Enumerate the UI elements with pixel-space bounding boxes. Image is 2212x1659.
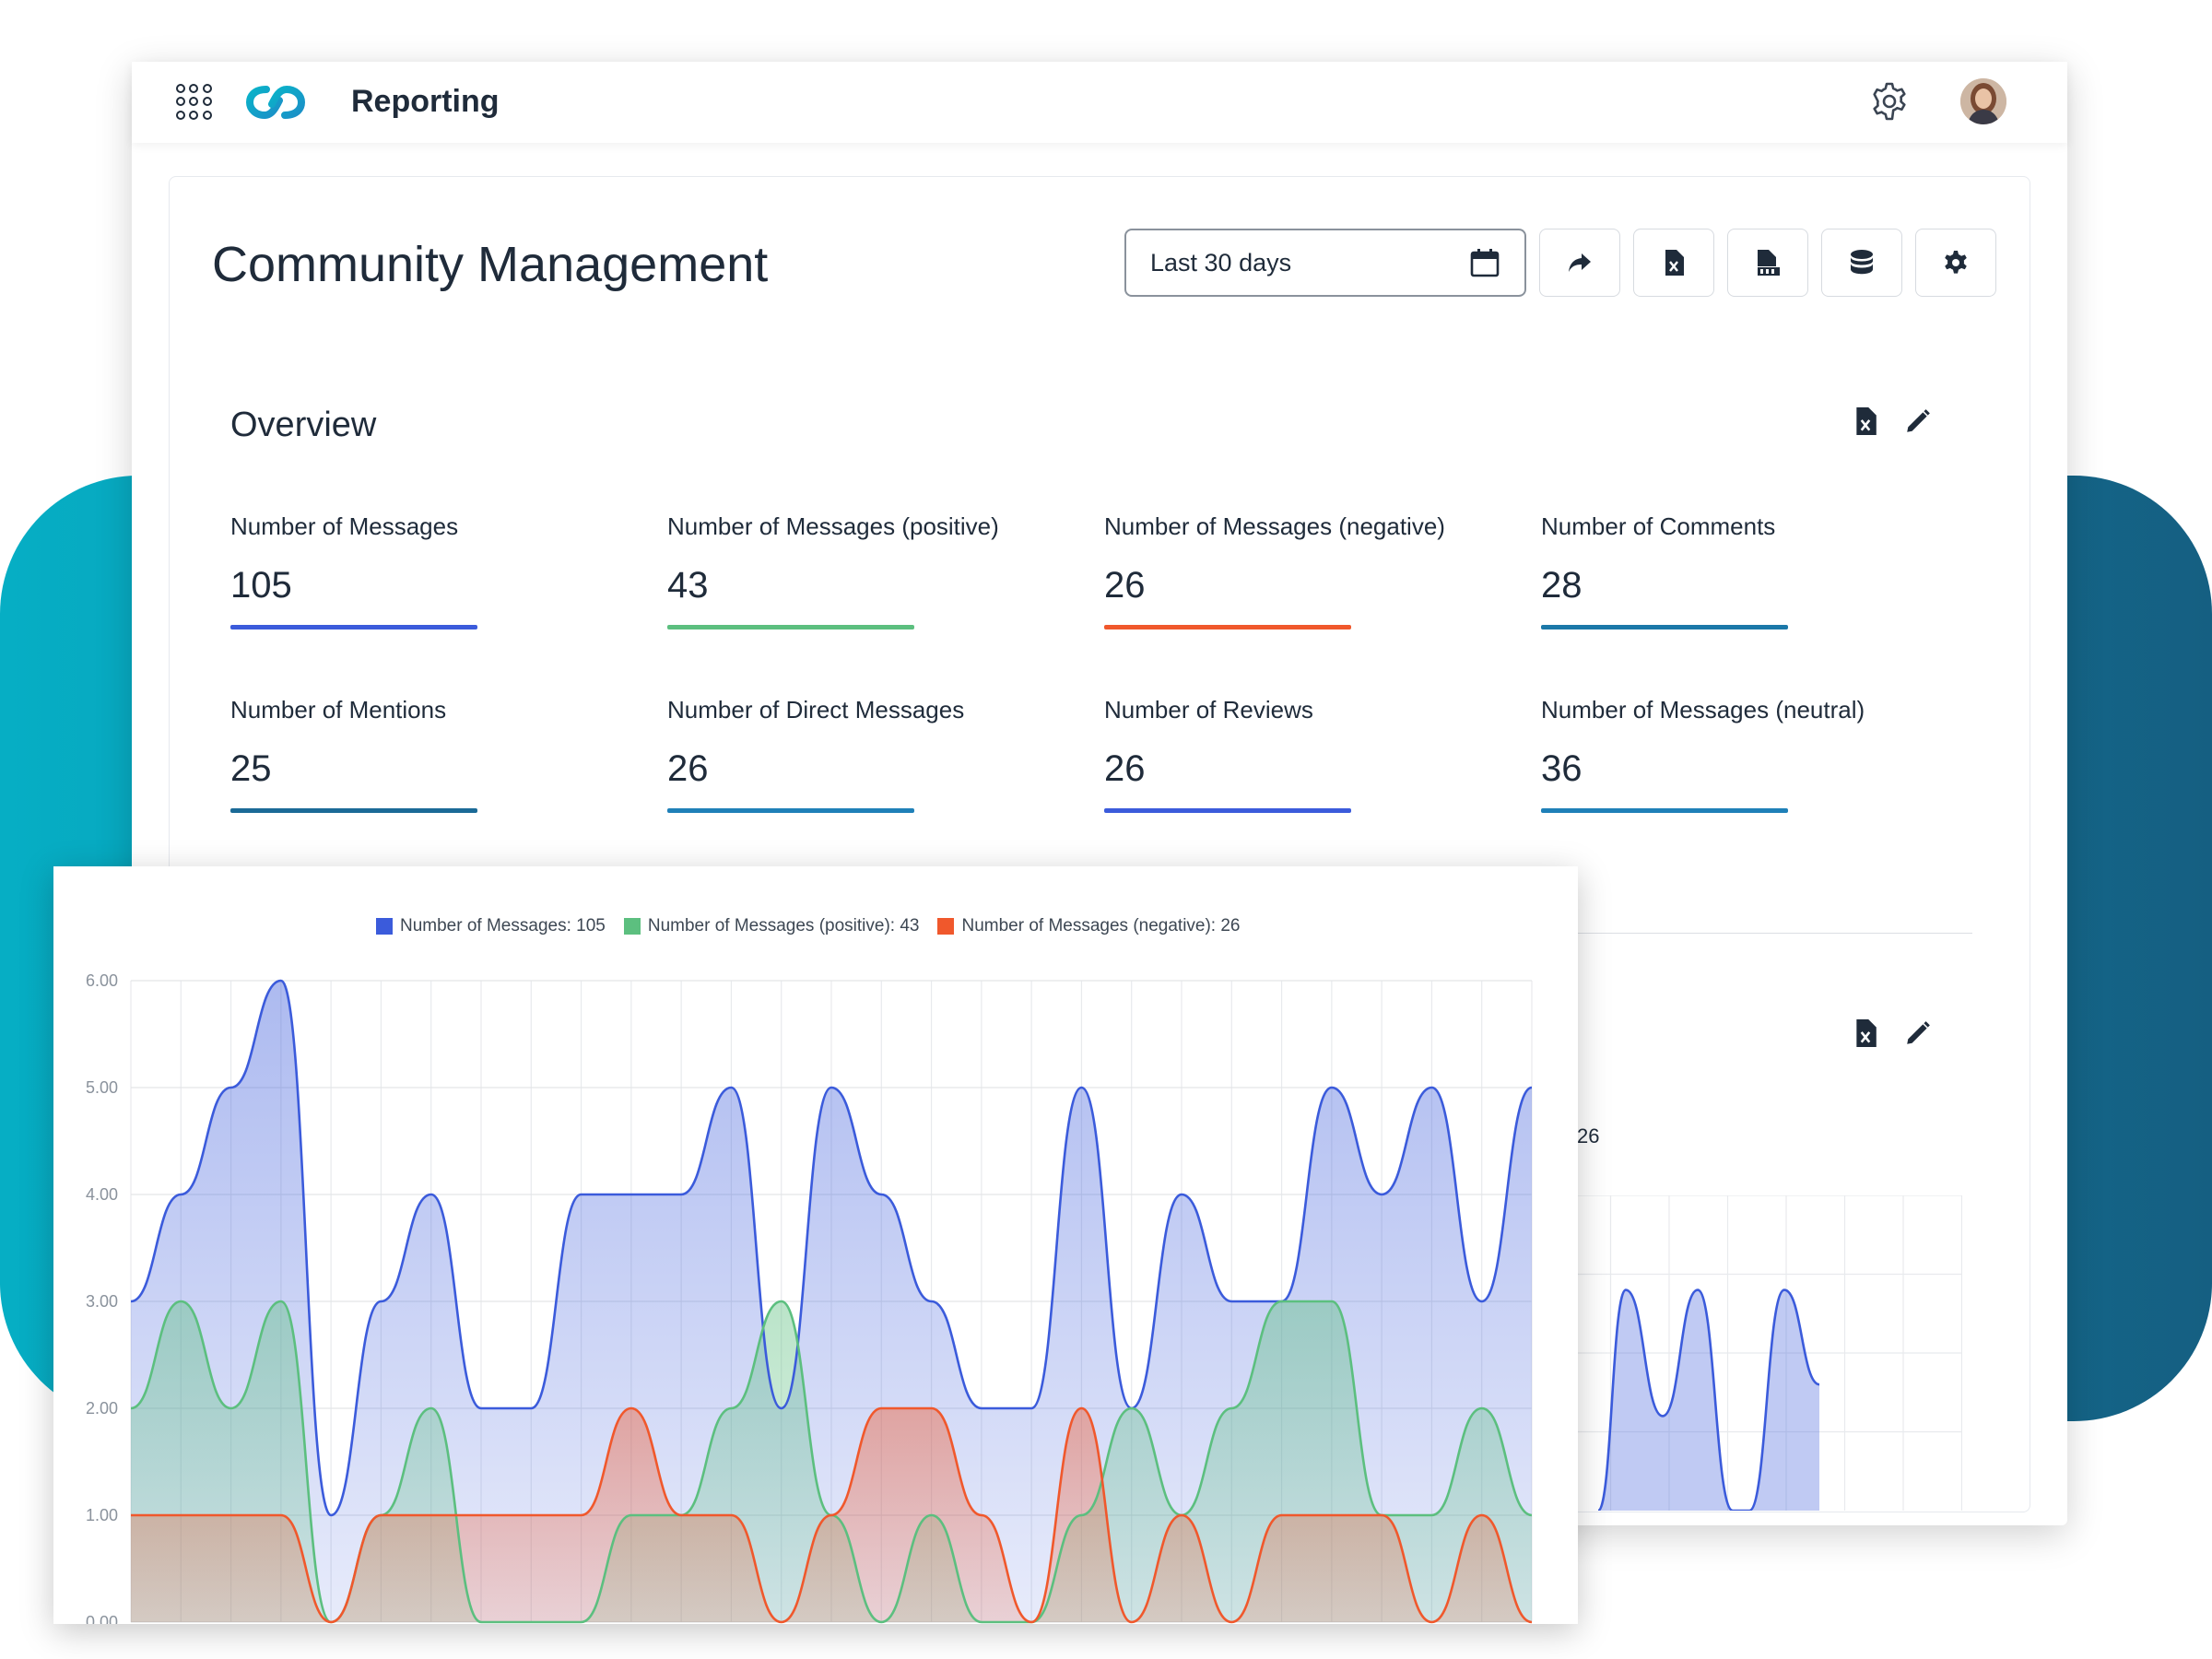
stat-label: Number of Mentions bbox=[230, 696, 447, 724]
legend-swatch bbox=[937, 918, 955, 935]
stat-comments: Number of Comments 28 bbox=[1541, 512, 1910, 629]
overview-title: Overview bbox=[230, 406, 377, 444]
stat-messages-negative: Number of Messages (negative) 26 bbox=[1104, 512, 1473, 629]
legend-item-positive[interactable]: Number of Messages (positive): 43 bbox=[623, 916, 920, 936]
overview-excel-icon[interactable] bbox=[1852, 407, 1879, 435]
page-title: Community Management bbox=[212, 237, 769, 292]
legend-swatch bbox=[376, 918, 393, 935]
stat-messages-positive: Number of Messages (positive) 43 bbox=[667, 512, 1036, 629]
settings-gear-icon[interactable] bbox=[1868, 80, 1911, 123]
stat-label: Number of Messages bbox=[230, 512, 459, 540]
stat-bar bbox=[1541, 625, 1788, 629]
stat-reviews: Number of Reviews 26 bbox=[1104, 696, 1473, 813]
series-line-0 bbox=[130, 979, 1533, 1517]
y-tick-label: 5.00 bbox=[86, 1078, 118, 1097]
secondary-grid bbox=[1552, 1195, 1962, 1511]
y-tick-label: 0.00 bbox=[86, 1613, 118, 1624]
partial-legend-value: 26 bbox=[1577, 1124, 1600, 1147]
stat-label: Number of Messages (positive) bbox=[667, 512, 999, 540]
pdf-export-icon bbox=[1758, 250, 1780, 276]
chart-section-excel-icon[interactable] bbox=[1852, 1019, 1879, 1047]
share-button[interactable] bbox=[1539, 229, 1620, 297]
legend-swatch bbox=[623, 918, 641, 935]
app-title: Reporting bbox=[351, 84, 500, 119]
database-icon bbox=[1851, 250, 1873, 275]
stat-bar bbox=[667, 625, 914, 629]
area-chart: 0.00 1.00 2.00 3.00 4.00 5.00 6.00 bbox=[86, 971, 1533, 1624]
legend-label: Number of Messages: 105 bbox=[400, 916, 606, 935]
chart-legend: Number of Messages: 105 Number of Messag… bbox=[376, 916, 1241, 936]
top-bar: Reporting bbox=[132, 62, 2067, 143]
y-tick-label: 4.00 bbox=[86, 1185, 118, 1204]
stat-value: 25 bbox=[230, 748, 272, 789]
database-button[interactable] bbox=[1821, 229, 1902, 297]
share-icon bbox=[1569, 253, 1591, 272]
stat-bar bbox=[230, 808, 477, 813]
legend-label: Number of Messages (positive): 43 bbox=[647, 916, 920, 935]
stat-bar bbox=[1541, 808, 1788, 813]
app-logo[interactable] bbox=[244, 78, 307, 126]
y-tick-label: 3.00 bbox=[86, 1292, 118, 1311]
stat-bar bbox=[230, 625, 477, 629]
secondary-line bbox=[1596, 1288, 1820, 1511]
stat-value: 26 bbox=[1104, 565, 1146, 606]
secondary-area bbox=[1598, 1289, 1819, 1511]
overview-edit-icon[interactable] bbox=[1904, 407, 1932, 435]
settings-icon bbox=[1945, 251, 1967, 274]
stat-bar bbox=[1104, 625, 1351, 629]
legend-item-messages[interactable]: Number of Messages: 105 bbox=[376, 916, 606, 936]
stat-mentions: Number of Mentions 25 bbox=[230, 696, 599, 813]
calendar-icon bbox=[1470, 249, 1500, 277]
series-area-0 bbox=[131, 981, 1532, 1622]
stat-messages-neutral: Number of Messages (neutral) 36 bbox=[1541, 696, 1910, 813]
stat-label: Number of Comments bbox=[1541, 512, 1776, 540]
y-tick-label: 2.00 bbox=[86, 1399, 118, 1418]
series-line-2 bbox=[130, 1406, 1533, 1624]
y-tick-label: 6.00 bbox=[86, 971, 118, 990]
stat-label: Number of Direct Messages bbox=[667, 696, 965, 724]
excel-export-icon bbox=[1665, 250, 1684, 276]
stat-direct-messages: Number of Direct Messages 26 bbox=[667, 696, 1036, 813]
stat-value: 105 bbox=[230, 565, 292, 606]
legend-item-negative[interactable]: Number of Messages (negative): 26 bbox=[937, 916, 1241, 936]
user-avatar[interactable] bbox=[1960, 78, 2006, 124]
y-tick-label: 1.00 bbox=[86, 1506, 118, 1524]
date-range-value: Last 30 days bbox=[1150, 248, 1292, 276]
stat-value: 36 bbox=[1541, 748, 1583, 789]
stat-label: Number of Messages (negative) bbox=[1104, 512, 1445, 540]
excel-export-button[interactable] bbox=[1633, 229, 1714, 297]
pdf-export-button[interactable] bbox=[1727, 229, 1808, 297]
stat-value: 28 bbox=[1541, 565, 1583, 606]
chart-section-edit-icon[interactable] bbox=[1904, 1019, 1932, 1047]
stat-value: 26 bbox=[667, 748, 709, 789]
legend-label: Number of Messages (negative): 26 bbox=[961, 916, 1241, 935]
apps-grid-icon[interactable] bbox=[176, 84, 213, 121]
stat-messages: Number of Messages 105 bbox=[230, 512, 599, 629]
secondary-chart bbox=[1552, 1195, 1962, 1511]
stat-label: Number of Reviews bbox=[1104, 696, 1313, 724]
date-range-picker[interactable]: Last 30 days bbox=[1124, 229, 1526, 297]
stat-value: 43 bbox=[667, 565, 709, 606]
messages-area-chart-card: Number of Messages: 105 Number of Messag… bbox=[53, 866, 1578, 1624]
stat-bar bbox=[667, 808, 914, 813]
stat-label: Number of Messages (neutral) bbox=[1541, 696, 1865, 724]
stat-value: 26 bbox=[1104, 748, 1146, 789]
settings-button[interactable] bbox=[1915, 229, 1996, 297]
section-divider bbox=[1209, 933, 1972, 934]
stat-bar bbox=[1104, 808, 1351, 813]
